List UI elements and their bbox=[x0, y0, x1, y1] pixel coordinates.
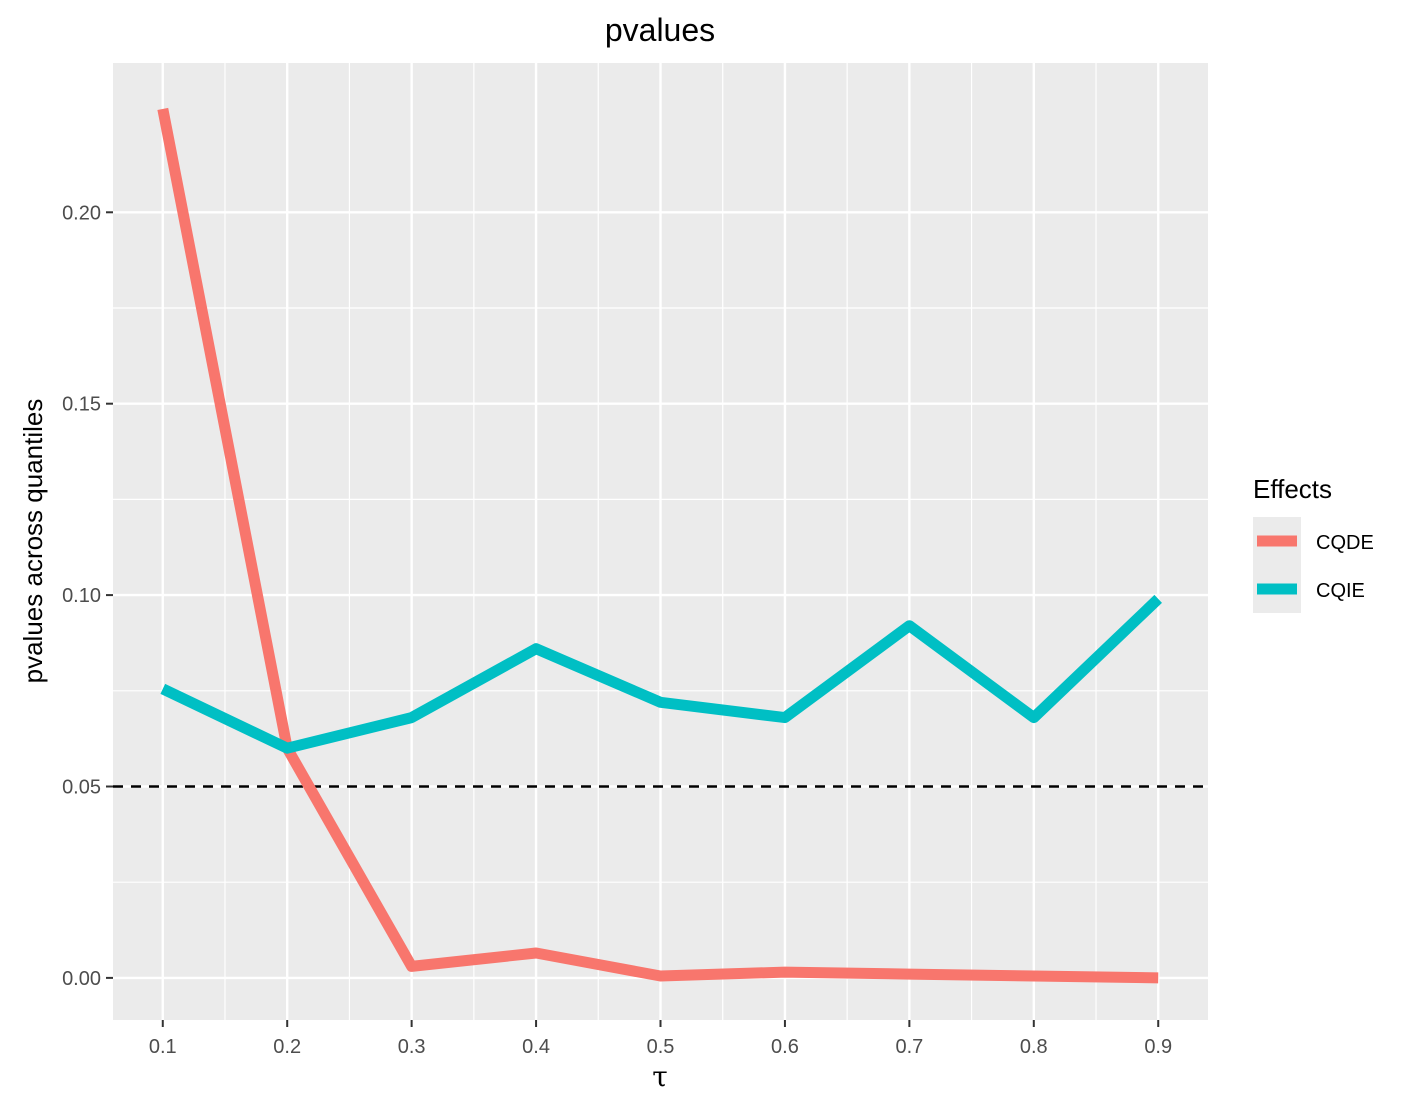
x-tick-label: 0.1 bbox=[149, 1036, 177, 1058]
x-tick-label: 0.2 bbox=[273, 1036, 301, 1058]
y-tick-label: 0.20 bbox=[62, 202, 101, 224]
y-tick-label: 0.10 bbox=[62, 585, 101, 607]
x-tick-label: 0.9 bbox=[1144, 1036, 1172, 1058]
y-tick-label: 0.00 bbox=[62, 968, 101, 990]
chart-title: pvalues bbox=[605, 12, 715, 48]
y-tick-label: 0.15 bbox=[62, 394, 101, 416]
legend: Effects CQDE CQIE bbox=[1253, 474, 1374, 613]
legend-label-cqde: CQDE bbox=[1316, 532, 1374, 554]
y-tick-label: 0.05 bbox=[62, 776, 101, 798]
x-tick-label: 0.6 bbox=[771, 1036, 799, 1058]
legend-items: CQDE CQIE bbox=[1253, 517, 1374, 613]
series-layer bbox=[157, 107, 1162, 984]
x-tick-label: 0.7 bbox=[895, 1036, 923, 1058]
x-axis-title: τ bbox=[652, 1060, 668, 1093]
x-axis: 0.1 0.2 0.3 0.4 0.5 0.6 0.7 0.8 0.9 bbox=[149, 1020, 1172, 1058]
series-line-cqde bbox=[157, 107, 1159, 984]
x-tick-label: 0.4 bbox=[522, 1036, 550, 1058]
legend-label-cqie: CQIE bbox=[1316, 580, 1365, 602]
legend-key-background bbox=[1253, 517, 1301, 613]
x-tick-label: 0.8 bbox=[1020, 1036, 1048, 1058]
x-tick-label: 0.5 bbox=[647, 1036, 675, 1058]
legend-title: Effects bbox=[1253, 474, 1332, 504]
y-axis: 0.00 0.05 0.10 0.15 0.20 bbox=[62, 202, 113, 990]
series-line-cqie bbox=[160, 594, 1162, 754]
x-tick-label: 0.3 bbox=[398, 1036, 426, 1058]
y-axis-title: pvalues across quantiles bbox=[18, 399, 48, 684]
